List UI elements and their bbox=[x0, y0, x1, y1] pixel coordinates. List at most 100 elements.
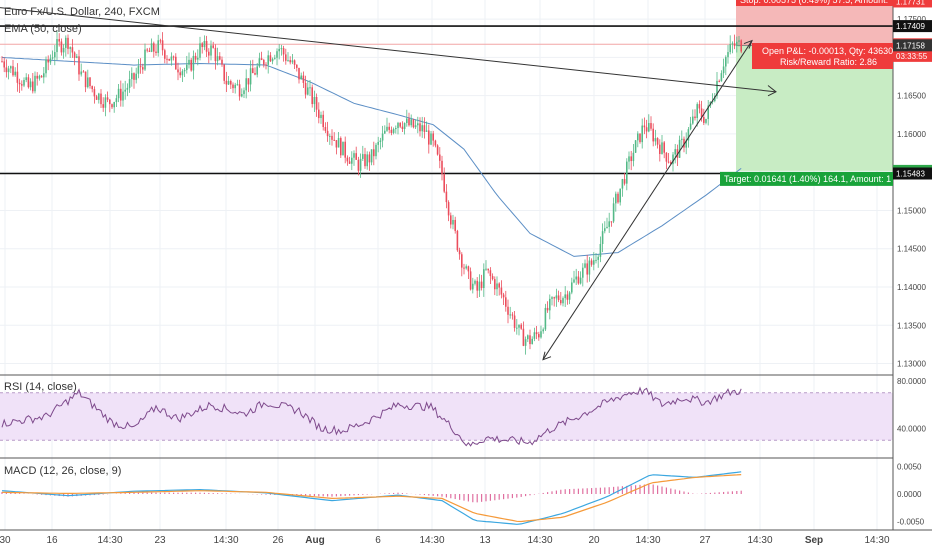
candle-body bbox=[225, 80, 228, 85]
stop-label-box bbox=[736, 0, 893, 6]
time-tick-label: 30 bbox=[0, 535, 11, 546]
candle-body bbox=[285, 54, 287, 61]
candle-body bbox=[707, 105, 709, 119]
candle-body bbox=[659, 144, 661, 155]
candle-body bbox=[249, 68, 252, 85]
candle-body bbox=[553, 297, 555, 299]
candles bbox=[1, 30, 742, 355]
candle-body bbox=[210, 45, 212, 56]
candle-body bbox=[608, 221, 610, 227]
candle-body bbox=[590, 260, 593, 265]
trend-lines[interactable] bbox=[0, 7, 777, 361]
candle-body bbox=[366, 154, 368, 167]
candle-body bbox=[535, 332, 538, 335]
candle-body bbox=[221, 59, 223, 65]
candle-body bbox=[322, 114, 324, 128]
candle-body bbox=[500, 287, 503, 295]
candle-body bbox=[606, 226, 608, 229]
macd-tick-label: 0.0050 bbox=[897, 462, 922, 471]
candle-body bbox=[368, 154, 371, 163]
candle-body bbox=[113, 102, 115, 108]
candle-body bbox=[483, 269, 485, 289]
candle-body bbox=[670, 162, 672, 165]
candle-body bbox=[278, 48, 280, 52]
candle-body bbox=[632, 152, 635, 162]
candle-body bbox=[3, 61, 5, 68]
candle-body bbox=[703, 117, 705, 123]
candle-body bbox=[91, 86, 93, 90]
candle-body bbox=[683, 138, 685, 148]
candle-body bbox=[76, 56, 78, 58]
pnl-box bbox=[752, 43, 893, 69]
candle-body bbox=[507, 306, 509, 315]
candle-body bbox=[480, 281, 483, 289]
candle-body bbox=[582, 267, 584, 278]
candle-body bbox=[87, 77, 89, 88]
candle-body bbox=[43, 73, 45, 78]
trendline-arrowhead bbox=[542, 351, 552, 361]
price-label-box bbox=[893, 49, 932, 62]
candle-body bbox=[487, 268, 489, 271]
candle-body bbox=[549, 298, 551, 311]
candle-body bbox=[529, 335, 531, 345]
candle-body bbox=[181, 71, 184, 76]
candle-body bbox=[386, 126, 388, 131]
candle-body bbox=[432, 133, 434, 141]
candle-body bbox=[645, 127, 648, 132]
candle-body bbox=[36, 75, 38, 79]
time-tick-label: 14:30 bbox=[527, 535, 552, 546]
candle-body bbox=[408, 118, 410, 126]
candle-body bbox=[722, 66, 725, 74]
candle-body bbox=[467, 266, 470, 272]
price-tick-label: 1.13000 bbox=[897, 360, 926, 369]
candle-body bbox=[694, 116, 696, 119]
candle-body bbox=[685, 140, 687, 148]
candle-body bbox=[417, 123, 419, 126]
candle-body bbox=[551, 297, 553, 299]
candle-body bbox=[469, 271, 472, 290]
candle-body bbox=[241, 94, 243, 97]
candle-body bbox=[23, 80, 25, 86]
candle-body bbox=[7, 68, 10, 73]
candle-body bbox=[252, 68, 254, 74]
time-tick-label: 14:30 bbox=[864, 535, 889, 546]
candle-body bbox=[243, 90, 245, 95]
rsi-legend: RSI (14, close) bbox=[4, 381, 77, 393]
candle-body bbox=[524, 339, 527, 346]
candle-body bbox=[450, 215, 452, 225]
candle-body bbox=[610, 221, 613, 223]
candle-body bbox=[230, 80, 232, 85]
candle-body bbox=[555, 295, 558, 299]
candle-body bbox=[593, 260, 595, 265]
candle-body bbox=[634, 140, 637, 153]
candle-body bbox=[27, 77, 30, 88]
candle-body bbox=[681, 138, 683, 140]
candle-body bbox=[599, 243, 602, 257]
candle-body bbox=[665, 152, 668, 162]
candle-body bbox=[463, 267, 465, 269]
candle-body bbox=[403, 123, 406, 130]
candle-body bbox=[498, 283, 500, 288]
candle-body bbox=[604, 228, 606, 232]
candle-body bbox=[139, 66, 142, 68]
candle-body bbox=[168, 58, 170, 61]
candle-body bbox=[223, 64, 225, 81]
candle-body bbox=[357, 159, 360, 171]
candle-body bbox=[522, 328, 525, 346]
candle-body bbox=[571, 282, 573, 293]
candle-body bbox=[62, 47, 65, 53]
candle-body bbox=[197, 57, 199, 60]
time-tick-label: 14:30 bbox=[213, 535, 238, 546]
candle-body bbox=[700, 108, 703, 118]
candle-body bbox=[201, 43, 203, 48]
candle-body bbox=[258, 58, 261, 67]
target-box bbox=[720, 171, 893, 186]
candle-body bbox=[100, 93, 102, 105]
candle-body bbox=[489, 270, 492, 277]
candle-body bbox=[307, 87, 309, 95]
candle-body bbox=[342, 141, 344, 156]
candle-body bbox=[615, 193, 617, 204]
candle-body bbox=[302, 75, 305, 83]
candle-body bbox=[38, 75, 41, 79]
